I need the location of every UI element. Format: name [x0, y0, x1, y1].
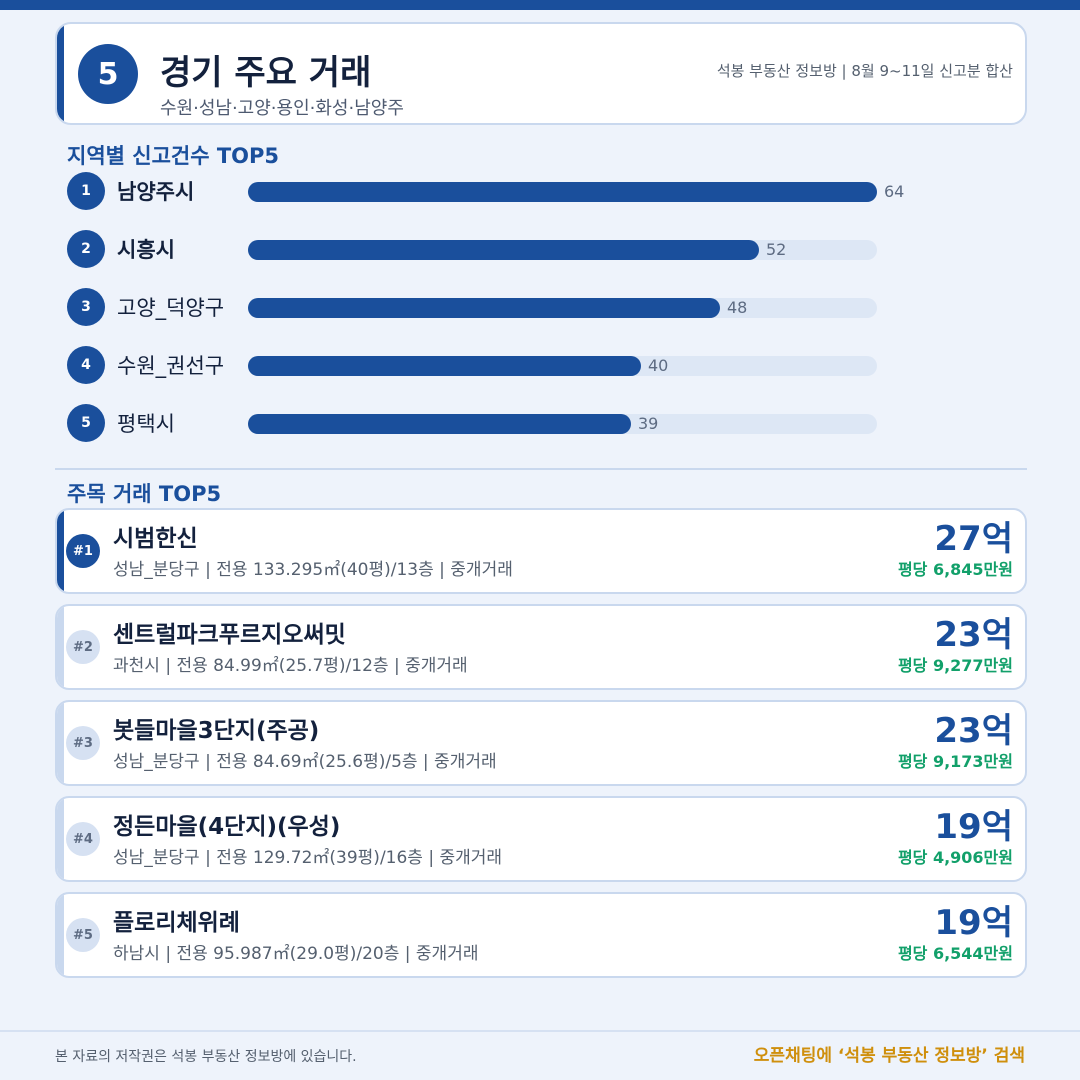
region-bar-fill — [248, 182, 877, 202]
region-bar-track — [248, 182, 877, 202]
deal-rank-badge: #2 — [66, 630, 100, 664]
region-name: 고양_덕양구 — [117, 296, 225, 320]
deal-price-per-pyeong: 평당 6,845만원 — [897, 560, 1013, 579]
region-name: 수원_권선구 — [117, 354, 225, 378]
region-bar-fill — [248, 356, 641, 376]
deal-apartment-name: 정든마을(4단지)(우성) — [113, 814, 341, 840]
deal-details: 성남_분당구 | 전용 129.72㎡(39평)/16층 | 중개거래 — [113, 848, 503, 868]
header-card: 5 경기 주요 거래 수원·성남·고양·용인·화성·남양주 석봉 부동산 정보방… — [55, 22, 1027, 125]
region-name: 시흥시 — [117, 238, 175, 262]
region-bar-track — [248, 298, 877, 318]
deal-details: 하남시 | 전용 95.987㎡(29.0평)/20층 | 중개거래 — [113, 944, 479, 964]
deal-price: 27억 — [934, 519, 1013, 559]
deal-accent-bar — [57, 798, 64, 880]
deal-price-per-pyeong: 평당 9,277만원 — [897, 656, 1013, 675]
region-row: 5 평택시 39 — [0, 404, 1080, 444]
region-row: 2 시흥시 52 — [0, 230, 1080, 270]
region-bar-fill — [248, 414, 631, 434]
deal-price: 19억 — [934, 807, 1013, 847]
deal-accent-bar — [57, 606, 64, 688]
region-section-title: 지역별 신고건수 TOP5 — [67, 144, 280, 168]
section-divider — [55, 468, 1027, 470]
region-name: 평택시 — [117, 412, 175, 436]
region-bar-value: 64 — [884, 182, 905, 201]
deal-card: #2 센트럴파크푸르지오써밋 과천시 | 전용 84.99㎡(25.7평)/12… — [55, 604, 1027, 690]
deal-rank-badge: #5 — [66, 918, 100, 952]
deal-accent-bar — [57, 702, 64, 784]
region-row: 1 남양주시 64 — [0, 172, 1080, 212]
deal-price: 19억 — [934, 903, 1013, 943]
deal-card: #3 봇들마을3단지(주공) 성남_분당구 | 전용 84.69㎡(25.6평)… — [55, 700, 1027, 786]
deals-section-title: 주목 거래 TOP5 — [67, 482, 222, 506]
page-title: 경기 주요 거래 — [160, 53, 372, 93]
deal-price: 23억 — [934, 711, 1013, 751]
section-number-badge: 5 — [78, 44, 138, 104]
region-bar-fill — [248, 240, 759, 260]
region-bar-value: 40 — [648, 356, 669, 375]
region-bar-value: 39 — [638, 414, 659, 433]
deal-accent-bar — [57, 510, 64, 592]
deal-card: #1 시범한신 성남_분당구 | 전용 133.295㎡(40평)/13층 | … — [55, 508, 1027, 594]
region-bar-track — [248, 356, 877, 376]
region-bar-fill — [248, 298, 720, 318]
region-rank-badge: 5 — [67, 404, 105, 442]
footer-divider — [0, 1030, 1080, 1032]
openchat-cta: 오픈채팅에 ‘석봉 부동산 정보방’ 검색 — [753, 1046, 1025, 1066]
header-accent-bar — [57, 24, 64, 123]
deal-details: 성남_분당구 | 전용 133.295㎡(40평)/13층 | 중개거래 — [113, 560, 513, 580]
top-stripe — [0, 0, 1080, 10]
deal-card: #5 플로리체위례 하남시 | 전용 95.987㎡(29.0평)/20층 | … — [55, 892, 1027, 978]
region-rank-badge: 2 — [67, 230, 105, 268]
source-label: 석봉 부동산 정보방 | 8월 9~11일 신고분 합산 — [716, 62, 1013, 80]
deal-price-per-pyeong: 평당 9,173만원 — [897, 752, 1013, 771]
region-row: 4 수원_권선구 40 — [0, 346, 1080, 386]
deal-details: 과천시 | 전용 84.99㎡(25.7평)/12층 | 중개거래 — [113, 656, 468, 676]
region-bar-track — [248, 414, 877, 434]
deal-apartment-name: 시범한신 — [113, 526, 198, 552]
deal-rank-badge: #1 — [66, 534, 100, 568]
region-rank-badge: 1 — [67, 172, 105, 210]
deal-details: 성남_분당구 | 전용 84.69㎡(25.6평)/5층 | 중개거래 — [113, 752, 497, 772]
deal-rank-badge: #4 — [66, 822, 100, 856]
deal-accent-bar — [57, 894, 64, 976]
region-bar-value: 48 — [727, 298, 748, 317]
deal-card: #4 정든마을(4단지)(우성) 성남_분당구 | 전용 129.72㎡(39평… — [55, 796, 1027, 882]
page-subtitle: 수원·성남·고양·용인·화성·남양주 — [160, 98, 404, 119]
deal-rank-badge: #3 — [66, 726, 100, 760]
copyright-notice: 본 자료의 저작권은 석봉 부동산 정보방에 있습니다. — [55, 1049, 357, 1065]
region-name: 남양주시 — [117, 180, 195, 204]
deal-apartment-name: 플로리체위례 — [113, 910, 240, 936]
region-rank-badge: 4 — [67, 346, 105, 384]
deal-price-per-pyeong: 평당 4,906만원 — [897, 848, 1013, 867]
region-bar-track — [248, 240, 877, 260]
region-rank-badge: 3 — [67, 288, 105, 326]
deal-price-per-pyeong: 평당 6,544만원 — [897, 944, 1013, 963]
region-row: 3 고양_덕양구 48 — [0, 288, 1080, 328]
region-bar-value: 52 — [766, 240, 787, 259]
deal-apartment-name: 봇들마을3단지(주공) — [113, 718, 320, 744]
deal-price: 23억 — [934, 615, 1013, 655]
deal-apartment-name: 센트럴파크푸르지오써밋 — [113, 622, 346, 648]
